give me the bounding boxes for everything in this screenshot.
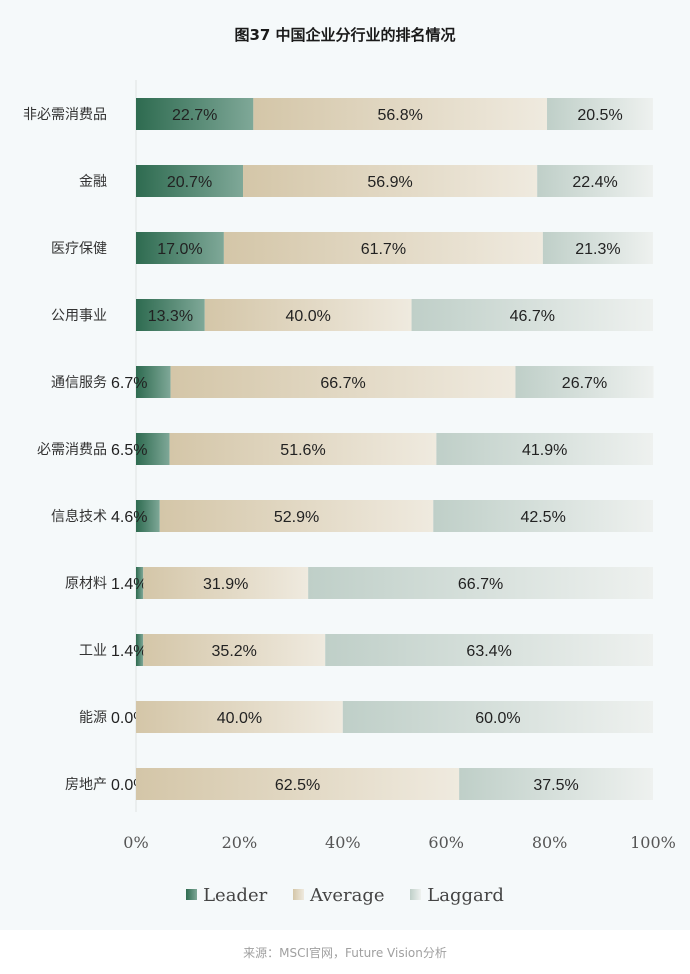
data-label-leader: 22.7%: [172, 107, 217, 124]
bar-average: [223, 232, 543, 264]
x-tick-label: 60%: [428, 833, 464, 852]
data-label-average: 61.7%: [361, 241, 406, 258]
bar-leader: [136, 98, 254, 130]
bar-leader: [136, 232, 224, 264]
legend-swatch-laggard: [410, 888, 422, 900]
data-label-average: 66.7%: [320, 375, 365, 392]
bar-leader: [136, 433, 170, 465]
data-label-average: 31.9%: [203, 576, 248, 593]
data-label-leader: 13.3%: [148, 308, 193, 325]
legend-item-average: Average: [292, 885, 385, 906]
bar-average: [243, 165, 538, 197]
legend-swatch-leader: [186, 888, 198, 900]
bar-leader: [136, 567, 144, 599]
category-label: 通信服务: [51, 375, 107, 391]
legend-item-leader: Leader: [186, 885, 267, 906]
data-label-average: 35.2%: [212, 643, 257, 660]
x-tick-label: 80%: [532, 833, 568, 852]
data-label-laggard: 22.4%: [572, 174, 617, 191]
bar-average: [136, 701, 343, 733]
bar-average: [169, 433, 437, 465]
bar-average: [143, 567, 309, 599]
data-label-average: 56.8%: [377, 107, 422, 124]
bar-leader: [136, 366, 171, 398]
data-label-leader: 4.6%: [111, 509, 147, 526]
x-tick-label: 0%: [123, 833, 148, 852]
bar-average: [253, 98, 548, 130]
legend-item-laggard: Laggard: [410, 885, 504, 906]
data-label-laggard: 26.7%: [562, 375, 607, 392]
data-label-laggard: 63.4%: [466, 643, 511, 660]
bar-laggard: [547, 98, 653, 130]
legend-label-laggard: Laggard: [427, 885, 504, 906]
bar-average: [136, 768, 460, 800]
chart-title: 图37 中国企业分行业的排名情况: [234, 26, 456, 44]
category-label: 非必需消费品: [23, 107, 107, 123]
stacked-bar-chart: 非必需消费品 22.7% 56.8% 20.5% 金融 20.7% 56.9% 22.4% 医疗…: [23, 80, 676, 852]
data-label-laggard: 66.7%: [458, 576, 503, 593]
bar-laggard: [308, 567, 653, 599]
data-label-average: 40.0%: [285, 308, 330, 325]
bar-leader: [136, 165, 244, 197]
bar-average: [159, 500, 434, 532]
bar-laggard: [411, 299, 653, 331]
x-tick-label: 40%: [325, 833, 361, 852]
bar-laggard: [325, 634, 653, 666]
data-label-leader: 17.0%: [157, 241, 202, 258]
data-label-laggard: 41.9%: [522, 442, 567, 459]
bar-laggard: [515, 366, 654, 398]
legend-label-average: Average: [309, 885, 385, 906]
category-label: 原材料: [65, 576, 107, 592]
category-label: 公用事业: [51, 308, 107, 324]
bar-leader: [136, 634, 144, 666]
bar-laggard: [459, 768, 653, 800]
source-note: 来源：MSCI官网，Future Vision分析: [243, 946, 447, 960]
data-label-leader: 6.5%: [111, 442, 147, 459]
data-label-laggard: 42.5%: [520, 509, 565, 526]
data-label-laggard: 20.5%: [577, 107, 622, 124]
category-label: 能源: [79, 710, 107, 726]
legend-label-leader: Leader: [203, 885, 268, 906]
bar-laggard: [342, 701, 653, 733]
bar-laggard: [436, 433, 653, 465]
bar-leader: [136, 500, 160, 532]
data-label-leader: 6.7%: [111, 375, 147, 392]
category-label: 信息技术: [51, 508, 107, 525]
data-label-leader: 1.4%: [111, 643, 147, 660]
data-label-average: 52.9%: [274, 509, 319, 526]
category-label: 必需消费品: [37, 442, 107, 458]
bar-laggard: [537, 165, 653, 197]
chart-legend: Leader Average Laggard: [0, 885, 690, 906]
legend-swatch-average: [292, 888, 304, 900]
bar-average: [143, 634, 326, 666]
bar-average: [170, 366, 516, 398]
data-label-laggard: 37.5%: [533, 777, 578, 794]
data-label-leader: 20.7%: [167, 174, 212, 191]
category-label: 工业: [79, 643, 107, 659]
bar-laggard: [542, 232, 653, 264]
bar-average: [204, 299, 412, 331]
bar-leader: [136, 299, 205, 331]
data-label-laggard: 60.0%: [475, 710, 520, 727]
data-label-leader: 1.4%: [111, 576, 147, 593]
category-label: 房地产: [65, 777, 107, 793]
data-label-average: 62.5%: [275, 777, 320, 794]
data-label-average: 56.9%: [367, 174, 412, 191]
data-label-average: 40.0%: [217, 710, 262, 727]
bar-laggard: [433, 500, 653, 532]
category-label: 金融: [79, 174, 107, 190]
category-label: 医疗保健: [51, 241, 107, 257]
x-tick-label: 100%: [630, 833, 676, 852]
x-tick-label: 20%: [222, 833, 258, 852]
data-label-laggard: 46.7%: [510, 308, 555, 325]
data-label-laggard: 21.3%: [575, 241, 620, 258]
data-label-average: 51.6%: [280, 442, 325, 459]
